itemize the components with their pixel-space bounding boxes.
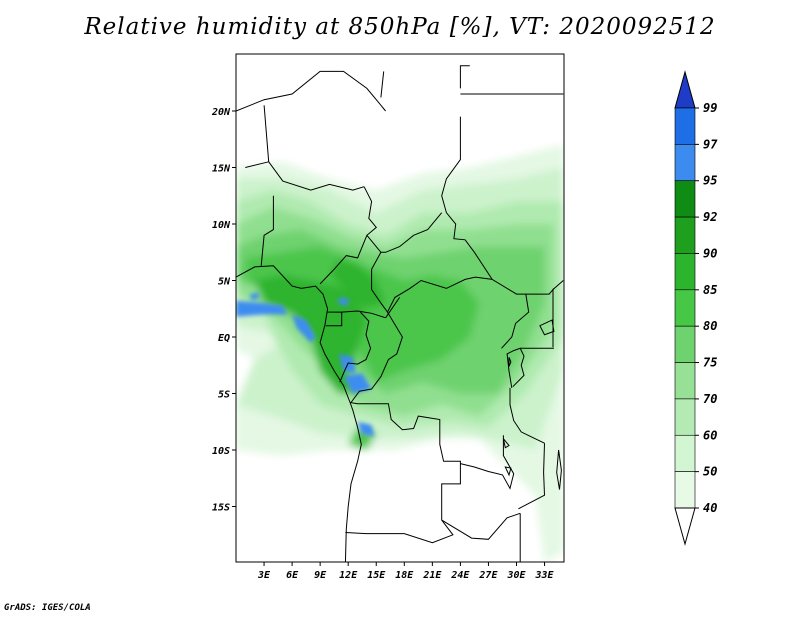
colorbar-segment [674, 434, 696, 472]
saturated-patch [343, 373, 372, 394]
border-line [236, 265, 362, 562]
colorbar: 99 97 95 92 90 85 80 75 70 60 50 40 [674, 70, 718, 546]
lake-outline [502, 438, 510, 449]
lat-tick-label: 15N [212, 164, 231, 175]
colorbar-segment [674, 325, 696, 363]
saturated-patch [338, 297, 349, 306]
border-line [345, 402, 461, 544]
border-line [501, 294, 530, 349]
border-line [525, 433, 545, 444]
colorbar-segment [674, 107, 696, 145]
lake-outline [539, 319, 555, 336]
border-line [518, 443, 546, 510]
latitude-axis: 20N 15N 10N 5N EQ 5S 10S 15S [211, 107, 236, 514]
colorbar-label: 70 [703, 392, 717, 406]
colorbar-label: 92 [703, 210, 717, 224]
colorbar-label: 85 [703, 283, 717, 297]
colorbar-segment [674, 398, 696, 436]
lon-tick-label: 6E [286, 570, 299, 581]
colorbar-segment [674, 216, 696, 254]
colorbar-segment [674, 253, 696, 291]
colorbar-label: 97 [703, 137, 718, 151]
longitude-axis: 3E 6E 9E 12E 15E 18E 21E 24E 27E 30E 33E [257, 562, 555, 581]
lat-tick-label: 10S [212, 446, 230, 457]
lon-tick-label: 12E [339, 570, 358, 581]
saturated-patch [292, 314, 316, 343]
grads-credit: GrADS: IGES/COLA [4, 603, 91, 613]
border-line [350, 311, 403, 403]
lon-tick-label: 27E [478, 570, 498, 581]
border-line [327, 310, 386, 319]
saturated-patch [250, 292, 260, 300]
lat-tick-label: 5N [218, 277, 231, 288]
border-line [380, 71, 385, 98]
colorbar-label: 50 [703, 465, 717, 479]
saturated-patch [357, 421, 375, 437]
border-line [459, 65, 470, 89]
border-line [325, 312, 343, 327]
border-line [441, 512, 521, 540]
map-plot-area [236, 54, 564, 562]
colorbar-label: 99 [703, 101, 717, 115]
border-line [236, 70, 386, 112]
lat-tick-label: 20N [211, 107, 231, 118]
saturated-patch [236, 300, 288, 317]
colorbar-top-arrow [674, 70, 696, 109]
saturated-patch [338, 353, 356, 374]
lat-tick-label: 5S [218, 390, 230, 401]
colorbar-segment [674, 362, 696, 400]
colorbar-label: 40 [703, 501, 717, 515]
lon-tick-label: 21E [422, 570, 442, 581]
colorbar-label: 60 [703, 428, 717, 442]
border-line [339, 311, 372, 383]
lon-tick-label: 30E [506, 570, 526, 581]
saturated-areas [236, 292, 375, 437]
lake-outline [508, 357, 512, 367]
colorbar-label: 80 [703, 319, 717, 333]
colorbar-segment [674, 144, 696, 182]
lon-tick-label: 3E [257, 570, 271, 581]
lon-tick-label: 24E [450, 570, 470, 581]
lat-tick-label: 10N [212, 220, 231, 231]
colorbar-label: 75 [703, 356, 717, 370]
lon-tick-label: 18E [395, 570, 414, 581]
lon-tick-label: 9E [314, 570, 327, 581]
lon-tick-label: 33E [535, 570, 555, 581]
colorbar-segment [674, 180, 696, 218]
border-line [385, 297, 401, 319]
border-line [460, 435, 515, 490]
lake-outline [556, 449, 562, 490]
humidity-contour-region [329, 257, 386, 309]
lat-tick-label: 15S [212, 503, 230, 514]
colorbar-segment [674, 289, 696, 327]
chart-title: Relative humidity at 850hPa [%], VT: 202… [84, 14, 716, 40]
lake-outline [504, 466, 512, 477]
map-frame [235, 53, 565, 563]
colorbar-label: 90 [703, 246, 717, 260]
lat-tick-label: EQ [218, 333, 230, 344]
colorbar-bottom-arrow [674, 507, 696, 546]
border-line [509, 387, 527, 435]
border-line [260, 195, 274, 266]
country-borders [236, 65, 564, 562]
colorbar-label: 95 [703, 174, 717, 188]
border-line [268, 161, 365, 191]
border-line [371, 252, 493, 314]
colorbar-segment [674, 471, 696, 509]
lon-tick-label: 15E [367, 570, 386, 581]
